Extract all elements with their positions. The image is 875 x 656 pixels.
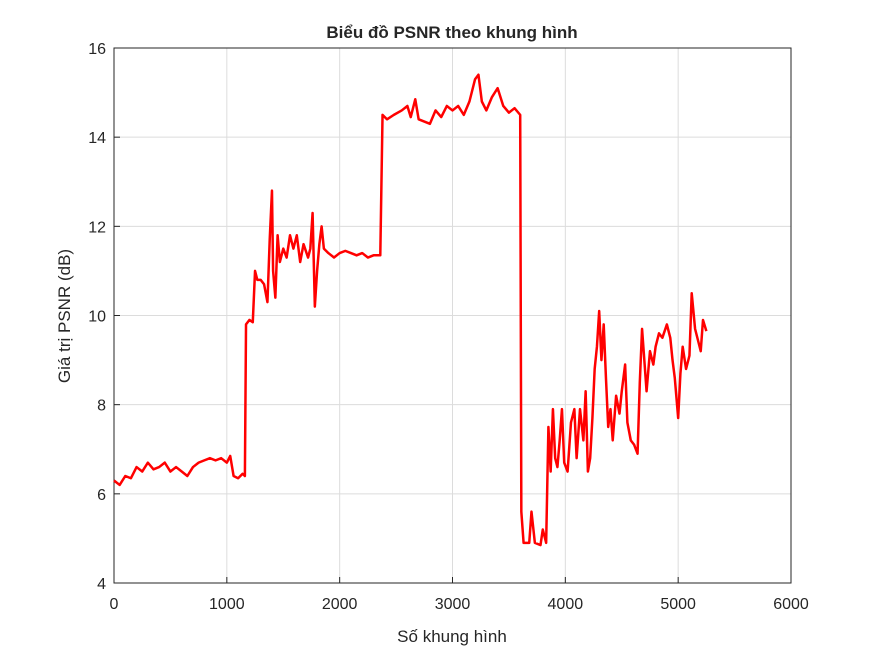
x-axis-label: Số khung hình [397, 627, 507, 646]
data-line [113, 73, 708, 547]
y-axis-label: Giá trị PSNR (dB) [55, 249, 74, 383]
chart-title: Biểu đồ PSNR theo khung hình [326, 23, 577, 42]
x-tick-label: 2000 [322, 596, 358, 613]
x-tick-label: 5000 [660, 596, 696, 613]
x-tick-label: 0 [110, 596, 119, 613]
y-tick-label: 16 [88, 41, 106, 58]
x-tick-label: 4000 [548, 596, 584, 613]
y-tick-label: 10 [88, 309, 106, 326]
axes-box [113, 47, 792, 584]
y-tick-label: 4 [97, 576, 106, 593]
y-tick-label: 12 [88, 219, 106, 236]
x-tick-label: 6000 [773, 596, 809, 613]
y-tick-label: 8 [97, 398, 106, 415]
x-tick-label: 1000 [209, 596, 245, 613]
y-tick-label: 6 [97, 487, 106, 504]
x-tick-label: 3000 [435, 596, 471, 613]
y-tick-label: 14 [88, 130, 106, 147]
